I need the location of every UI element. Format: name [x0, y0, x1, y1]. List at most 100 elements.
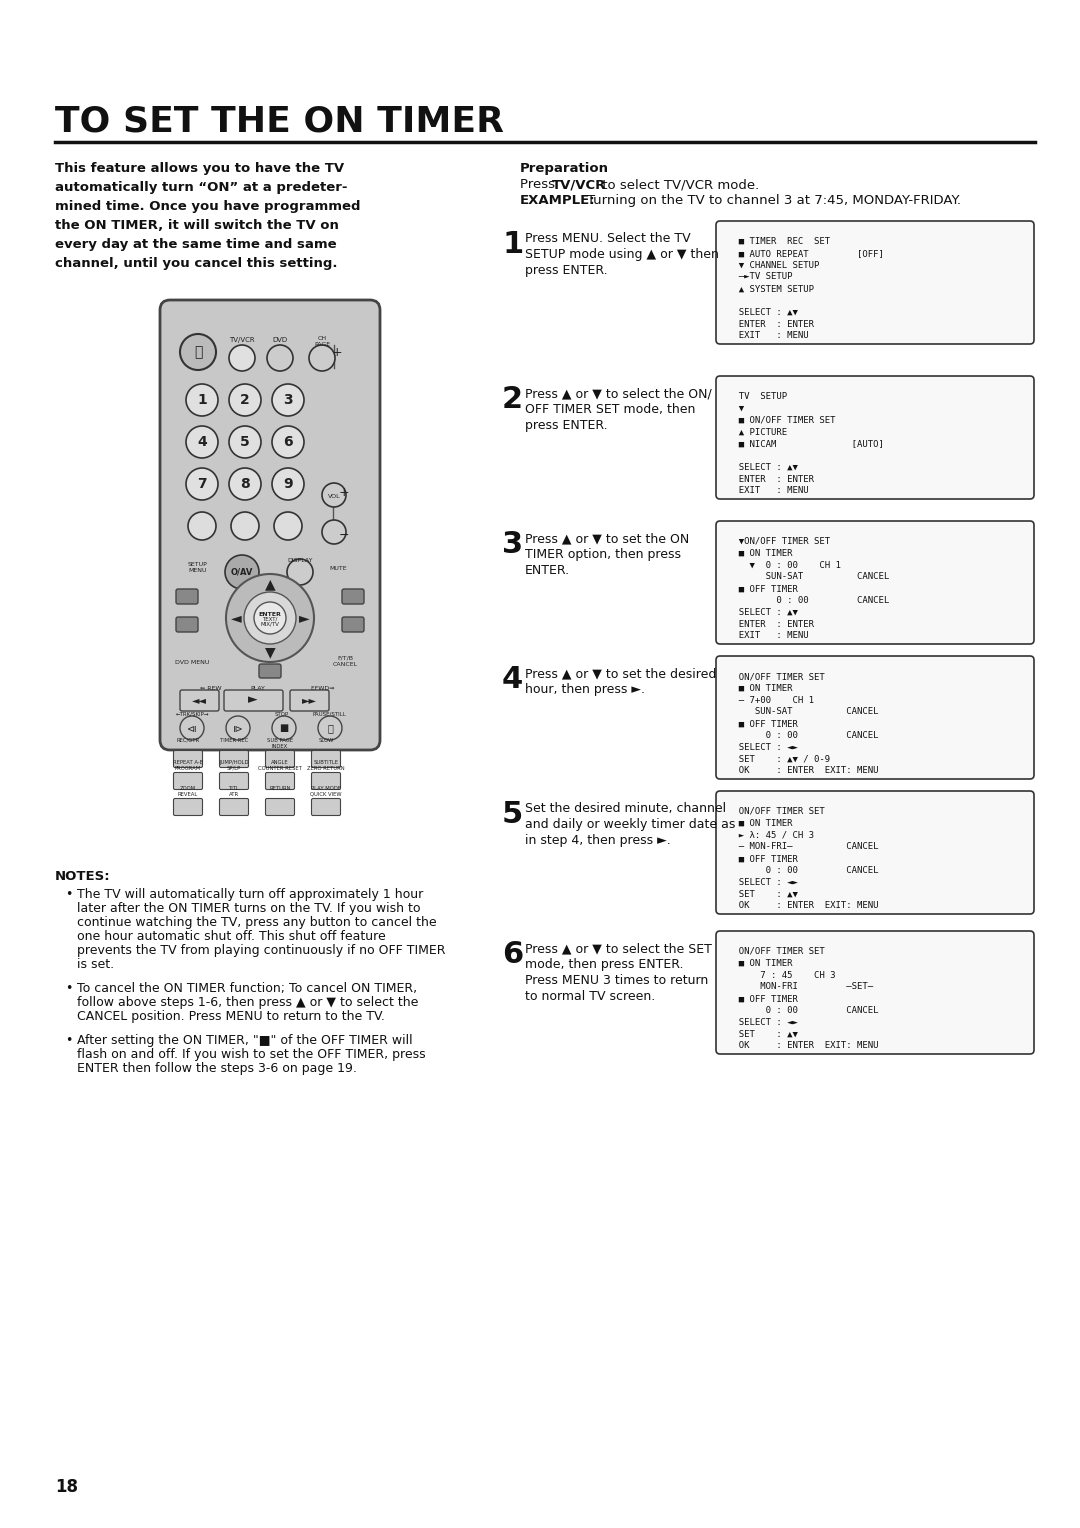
- Text: TIMER REC: TIMER REC: [220, 738, 248, 743]
- Text: ■ ON TIMER: ■ ON TIMER: [728, 819, 793, 828]
- FancyBboxPatch shape: [311, 799, 340, 816]
- Text: mode, then press ENTER.: mode, then press ENTER.: [525, 958, 684, 970]
- Text: DVD MENU: DVD MENU: [175, 660, 210, 665]
- Text: The TV will automatically turn off approximately 1 hour: The TV will automatically turn off appro…: [77, 888, 423, 902]
- FancyBboxPatch shape: [174, 773, 203, 790]
- Text: 8: 8: [240, 477, 249, 490]
- Circle shape: [322, 520, 346, 544]
- Text: This feature allows you to have the TV
automatically turn “ON” at a predeter-
mi: This feature allows you to have the TV a…: [55, 162, 361, 270]
- Circle shape: [274, 512, 302, 539]
- Text: ▼  0 : 00    CH 1: ▼ 0 : 00 CH 1: [728, 561, 841, 570]
- Text: EXAMPLE:: EXAMPLE:: [519, 194, 596, 206]
- Circle shape: [180, 717, 204, 740]
- Circle shape: [229, 426, 261, 458]
- Text: EXIT   : MENU: EXIT : MENU: [728, 332, 809, 341]
- Text: ■ OFF TIMER: ■ OFF TIMER: [728, 584, 798, 593]
- Circle shape: [226, 717, 249, 740]
- Text: –►TV SETUP: –►TV SETUP: [728, 272, 793, 281]
- FancyBboxPatch shape: [160, 299, 380, 750]
- Text: ⇐ REW: ⇐ REW: [200, 686, 221, 691]
- Text: O/AV: O/AV: [231, 567, 253, 576]
- Text: to normal TV screen.: to normal TV screen.: [525, 990, 656, 1002]
- Circle shape: [287, 559, 313, 585]
- Text: 4: 4: [198, 435, 207, 449]
- Text: SELECT : ▲▼: SELECT : ▲▼: [728, 608, 798, 617]
- Text: ◄: ◄: [231, 611, 241, 625]
- Text: ⧐: ⧐: [233, 723, 243, 733]
- FancyBboxPatch shape: [266, 773, 295, 790]
- Text: PLAY: PLAY: [251, 686, 266, 691]
- Circle shape: [244, 591, 296, 643]
- Text: ←TRK/SKIP→: ←TRK/SKIP→: [175, 712, 208, 717]
- Text: 0 : 00         CANCEL: 0 : 00 CANCEL: [728, 730, 878, 740]
- Text: SET    : ▲▼ / 0-9: SET : ▲▼ / 0-9: [728, 755, 831, 764]
- Text: STOP: STOP: [275, 712, 289, 717]
- FancyBboxPatch shape: [311, 773, 340, 790]
- Text: Press ▲ or ▼ to select the ON/: Press ▲ or ▼ to select the ON/: [525, 387, 712, 400]
- FancyBboxPatch shape: [311, 750, 340, 767]
- Text: is set.: is set.: [77, 958, 114, 970]
- Text: DISPLAY: DISPLAY: [287, 558, 313, 562]
- FancyBboxPatch shape: [180, 691, 219, 711]
- Text: −: −: [339, 529, 349, 541]
- Text: ▲: ▲: [265, 578, 275, 591]
- Text: in step 4, then press ►.: in step 4, then press ►.: [525, 834, 671, 847]
- Text: SUBTITLE
ZERO RETURN: SUBTITLE ZERO RETURN: [307, 759, 345, 770]
- Text: SELECT : ▲▼: SELECT : ▲▼: [728, 463, 798, 472]
- Text: ■ ON TIMER: ■ ON TIMER: [728, 958, 793, 967]
- Circle shape: [229, 345, 255, 371]
- Text: SELECT : ◄►: SELECT : ◄►: [728, 1018, 798, 1027]
- FancyBboxPatch shape: [219, 773, 248, 790]
- FancyBboxPatch shape: [176, 588, 198, 604]
- Text: ENTER: ENTER: [258, 611, 282, 616]
- Text: ■ OFF TIMER: ■ OFF TIMER: [728, 995, 798, 1004]
- Text: ⏻: ⏻: [193, 345, 202, 359]
- Text: VOL: VOL: [327, 494, 340, 498]
- Text: DVD: DVD: [272, 338, 287, 342]
- Text: PLAY MODE
QUICK VIEW: PLAY MODE QUICK VIEW: [310, 785, 341, 796]
- Text: ON/OFF TIMER SET: ON/OFF TIMER SET: [728, 947, 825, 957]
- Text: follow above steps 1-6, then press ▲ or ▼ to select the: follow above steps 1-6, then press ▲ or …: [77, 996, 418, 1008]
- Text: +: +: [332, 345, 342, 359]
- Text: •: •: [65, 1034, 72, 1047]
- Circle shape: [272, 717, 296, 740]
- Text: 9: 9: [283, 477, 293, 490]
- Text: Press MENU. Select the TV: Press MENU. Select the TV: [525, 232, 690, 244]
- Text: 6: 6: [283, 435, 293, 449]
- FancyBboxPatch shape: [266, 799, 295, 816]
- Text: to select TV/VCR mode.: to select TV/VCR mode.: [598, 177, 759, 191]
- Text: and daily or weekly timer date as: and daily or weekly timer date as: [525, 817, 735, 831]
- Text: OFF TIMER SET mode, then: OFF TIMER SET mode, then: [525, 403, 696, 416]
- Text: ▲ SYSTEM SETUP: ▲ SYSTEM SETUP: [728, 284, 814, 293]
- Text: 2: 2: [502, 385, 523, 414]
- Text: ANGLE
COUNTER RESET: ANGLE COUNTER RESET: [258, 759, 302, 770]
- Text: NOTES:: NOTES:: [55, 869, 110, 883]
- Text: CH: CH: [318, 336, 326, 341]
- Text: +: +: [339, 486, 349, 498]
- Text: MENU: MENU: [189, 568, 207, 573]
- Text: ◄◄: ◄◄: [191, 695, 206, 704]
- Text: EXIT   : MENU: EXIT : MENU: [728, 631, 809, 640]
- Text: F.FWD⇒: F.FWD⇒: [310, 686, 335, 691]
- Text: ON/OFF TIMER SET: ON/OFF TIMER SET: [728, 672, 825, 681]
- Text: Press MENU 3 times to return: Press MENU 3 times to return: [525, 973, 708, 987]
- Text: SELECT : ▲▼: SELECT : ▲▼: [728, 307, 798, 316]
- Circle shape: [229, 468, 261, 500]
- Circle shape: [267, 345, 293, 371]
- Circle shape: [180, 335, 216, 370]
- Text: After setting the ON TIMER, "■" of the OFF TIMER will: After setting the ON TIMER, "■" of the O…: [77, 1034, 413, 1047]
- Text: Press: Press: [519, 177, 559, 191]
- FancyBboxPatch shape: [716, 222, 1034, 344]
- Text: SUN-SAT          CANCEL: SUN-SAT CANCEL: [728, 573, 889, 581]
- Text: 2: 2: [240, 393, 249, 406]
- Circle shape: [254, 602, 286, 634]
- Text: OK     : ENTER  EXIT: MENU: OK : ENTER EXIT: MENU: [728, 1042, 878, 1050]
- Text: 7 : 45    CH 3: 7 : 45 CH 3: [728, 970, 836, 979]
- Text: 1: 1: [198, 393, 207, 406]
- Text: ▼ CHANNEL SETUP: ▼ CHANNEL SETUP: [728, 261, 820, 269]
- Text: 0 : 00         CANCEL: 0 : 00 CANCEL: [728, 866, 878, 876]
- Text: 5: 5: [502, 801, 523, 830]
- Text: SELECT : ◄►: SELECT : ◄►: [728, 877, 798, 886]
- Text: ► λ: 45 / CH 3: ► λ: 45 / CH 3: [728, 831, 814, 839]
- Text: SETUP: SETUP: [188, 562, 207, 567]
